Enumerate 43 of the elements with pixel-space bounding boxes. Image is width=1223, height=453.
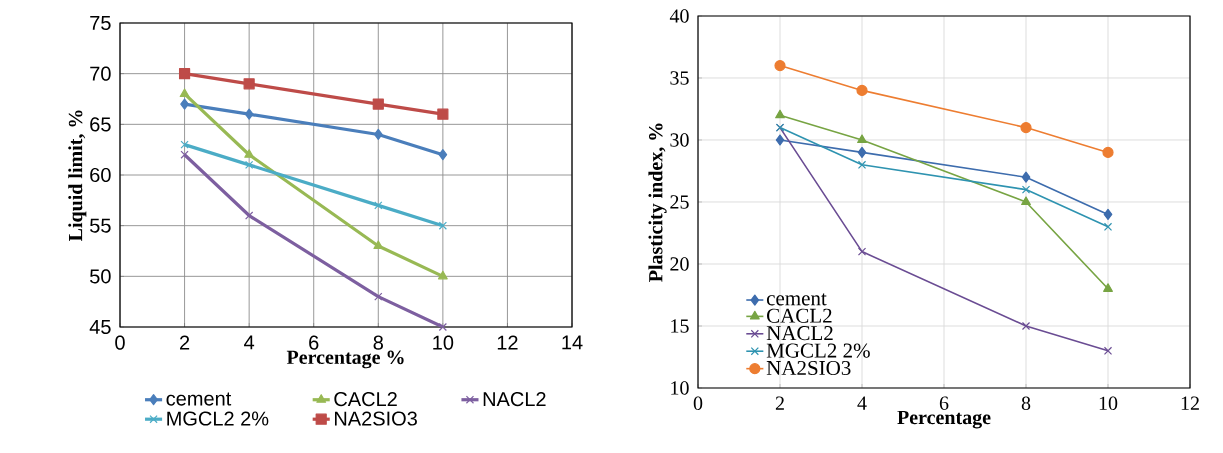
y-tick-label: 75 [90, 16, 111, 30]
y-tick-label: 35 [670, 71, 689, 85]
x-tick-label: 8 [1021, 396, 1031, 411]
legend-label: CACL2 [334, 392, 397, 407]
legend-label: NA2SIO3 [334, 411, 417, 426]
x-tick-label: 14 [562, 335, 583, 350]
legend-label: NA2SIO3 [766, 360, 851, 376]
y-tick-label: 60 [90, 167, 111, 183]
y-tick-label: 15 [671, 319, 689, 333]
x-tick-label: 4 [857, 396, 867, 410]
legend-label: MGCL2 2% [167, 411, 269, 426]
x-axis-title: Percentage % [286, 350, 404, 369]
y-tick-label: 50 [90, 269, 111, 284]
legend-label: CACL2 [767, 308, 832, 323]
y-tick-label: 10 [671, 381, 689, 395]
legend-label: NACL2 [766, 326, 833, 341]
x-tick-label: 6 [939, 396, 949, 410]
x-tick-label: 10 [1099, 396, 1118, 411]
legend-label: NACL2 [483, 392, 546, 407]
x-tick-label: 4 [244, 335, 255, 350]
x-tick-label: 12 [497, 335, 518, 350]
x-tick-label: 12 [1181, 396, 1199, 410]
y-tick-label: 45 [89, 320, 111, 334]
y-tick-label: 20 [670, 257, 689, 271]
x-tick-label: 8 [373, 335, 383, 350]
y-tick-label: 25 [670, 195, 689, 209]
x-axis-title: Percentage [897, 410, 991, 429]
x-tick-label: 6 [309, 335, 319, 350]
x-tick-label: 10 [433, 335, 454, 350]
y-tick-label: 55 [90, 218, 111, 233]
legend-label: cement [166, 392, 232, 406]
x-tick-label: 2 [775, 396, 784, 410]
x-tick-label: 2 [180, 335, 190, 350]
x-tick-label: 0 [115, 335, 125, 350]
y-tick-label: 30 [670, 133, 689, 147]
legend-label: MGCL2 2% [766, 343, 870, 358]
y-tick-label: 40 [669, 9, 689, 23]
y-tick-label: 65 [90, 117, 111, 132]
x-tick-label: 0 [693, 396, 703, 411]
y-axis-title: Plasticity index, % [648, 123, 667, 282]
legend-label: cement [766, 293, 827, 306]
y-axis-title: Liquid limit, % [68, 110, 87, 242]
y-tick-label: 70 [90, 66, 111, 81]
